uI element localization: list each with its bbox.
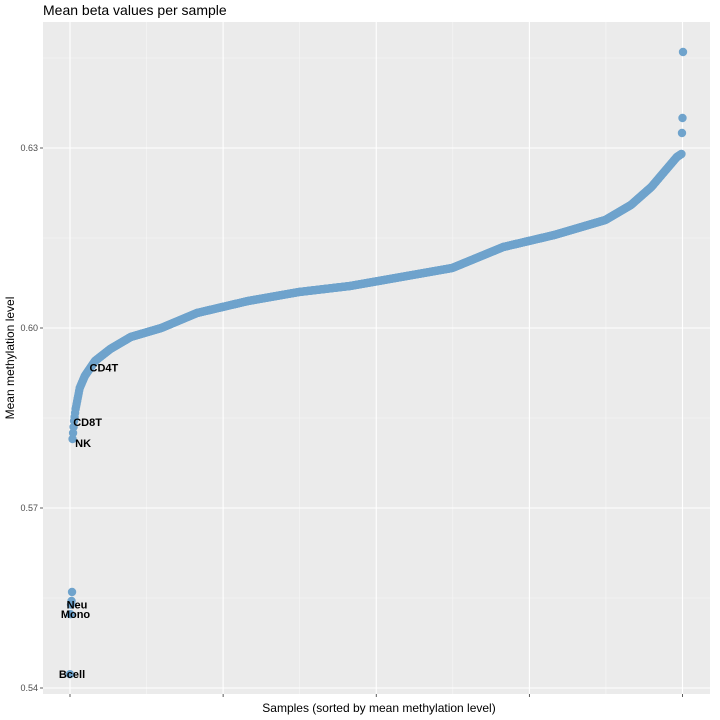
y-tick-label: 0.60: [20, 323, 38, 333]
sample-label-cd8t: CD8T: [73, 417, 102, 429]
chart-title: Mean beta values per sample: [43, 2, 227, 18]
data-point: [678, 47, 688, 57]
y-tick-label: 0.63: [20, 143, 38, 153]
data-point: [68, 434, 77, 444]
data-point: [67, 587, 77, 597]
sample-label-cd4t: CD4T: [90, 363, 119, 375]
x-axis-title: Samples (sorted by mean methylation leve…: [262, 701, 495, 715]
sample-label-neu: Neu: [67, 600, 88, 612]
data-point: [677, 149, 686, 159]
sample-label-mono: Mono: [61, 609, 91, 621]
data-point: [678, 113, 687, 123]
data-point: [68, 428, 78, 438]
data-point: [677, 128, 687, 138]
data-point: [65, 670, 75, 679]
sample-label-bcell: Bcell: [59, 669, 85, 681]
data-point: [67, 596, 76, 606]
data-point: [66, 610, 75, 619]
y-axis-title: Mean methylation level: [3, 297, 17, 420]
sample-label-nk: NK: [75, 438, 91, 450]
data-points: [65, 47, 688, 679]
y-tick-label: 0.57: [20, 503, 38, 513]
data-point: [69, 422, 78, 432]
y-tick-label: 0.54: [20, 683, 38, 693]
axes: 0.54 0.57 0.60 0.63: [20, 143, 683, 697]
